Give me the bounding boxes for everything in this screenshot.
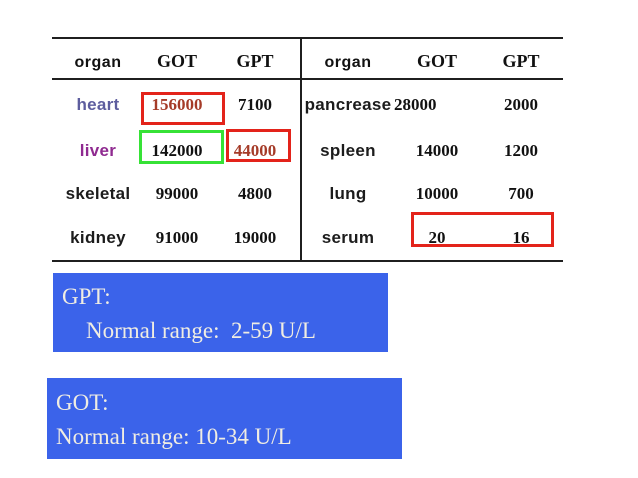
gpt-value-heart: 7100 xyxy=(238,94,272,114)
gpt-normal-range-panel: GPT: Normal range: 2-59 U/L xyxy=(53,273,388,352)
got-value-serum: 20 xyxy=(428,227,446,247)
table-header-underline xyxy=(52,78,563,80)
gpt-panel-range: Normal range: 2-59 U/L xyxy=(86,318,316,343)
enzyme-table-right: organ GOT GPT pancrease 28000 2000 splee… xyxy=(302,37,562,260)
got-value-heart: 156000 xyxy=(151,94,203,114)
got-value-pancrease: 28000 xyxy=(394,94,437,114)
table-bottom-border xyxy=(52,260,563,262)
column-header-organ: organ xyxy=(74,54,122,71)
organ-label-pancrease: pancrease xyxy=(304,94,392,114)
gpt-value-kidney: 19000 xyxy=(233,227,277,247)
gpt-value-pancrease: 2000 xyxy=(504,94,538,114)
organ-label-spleen: spleen xyxy=(320,141,376,160)
organ-label-liver: liver xyxy=(79,141,117,160)
enzyme-table-left: organ GOT GPT heart 156000 7100 liver 14… xyxy=(52,37,300,260)
column-header-got: GOT xyxy=(416,51,457,71)
organ-label-lung: lung xyxy=(329,183,367,203)
got-value-skeletal: 99000 xyxy=(155,183,199,203)
got-panel-range: Normal range: 10-34 U/L xyxy=(56,424,292,449)
got-value-lung: 10000 xyxy=(415,183,459,203)
organ-label-heart: heart xyxy=(76,94,120,114)
table-top-border xyxy=(52,37,563,39)
gpt-panel-title: GPT: xyxy=(62,284,111,309)
got-panel-title: GOT: xyxy=(56,390,109,415)
got-value-spleen: 14000 xyxy=(415,141,459,160)
got-normal-range-panel: GOT: Normal range: 10-34 U/L xyxy=(47,378,402,459)
organ-label-serum: serum xyxy=(321,227,375,247)
column-header-gpt: GPT xyxy=(236,51,274,71)
organ-label-kidney: kidney xyxy=(70,227,126,247)
column-header-organ: organ xyxy=(324,54,372,71)
gpt-value-skeletal: 4800 xyxy=(238,183,272,203)
column-header-got: GOT xyxy=(156,51,197,71)
got-value-kidney: 91000 xyxy=(155,227,199,247)
gpt-value-lung: 700 xyxy=(508,183,534,203)
gpt-value-spleen: 1200 xyxy=(504,141,538,160)
gpt-value-serum: 16 xyxy=(512,227,530,247)
gpt-value-liver: 44000 xyxy=(233,141,277,160)
got-value-liver: 142000 xyxy=(151,141,203,160)
organ-label-skeletal: skeletal xyxy=(65,183,131,203)
table-vertical-divider xyxy=(300,37,302,260)
column-header-gpt: GPT xyxy=(502,51,540,71)
